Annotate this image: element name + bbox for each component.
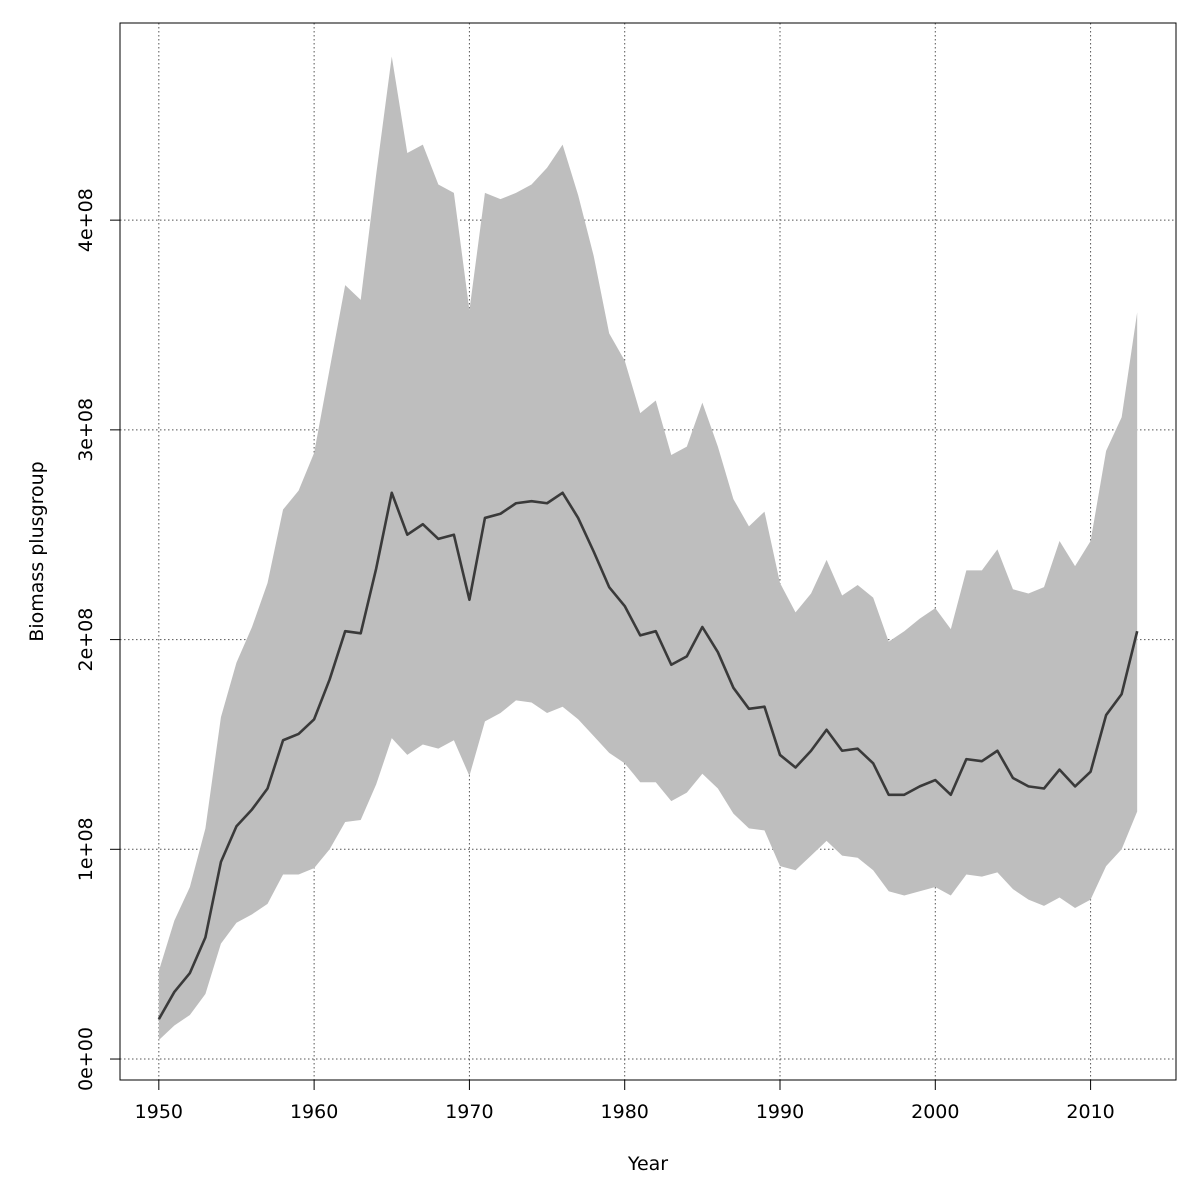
y-axis-title: Biomass plusgroup (26, 461, 48, 641)
y-tick-label: 1e+08 (75, 817, 97, 881)
x-axis: 1950 1960 1970 1980 1990 2000 2010 (135, 1080, 1115, 1123)
y-tick-label: 4e+08 (75, 188, 97, 252)
y-tick-label: 2e+08 (75, 608, 97, 672)
y-tick-label: 0e+00 (75, 1027, 97, 1091)
x-tick-label: 1990 (756, 1101, 804, 1123)
x-tick-label: 1960 (290, 1101, 338, 1123)
x-axis-title: Year (627, 1153, 668, 1175)
y-axis: 0e+00 1e+08 2e+08 3e+08 4e+08 (75, 188, 120, 1091)
x-tick-label: 1970 (445, 1101, 493, 1123)
x-tick-label: 2000 (911, 1101, 959, 1123)
estimate-line (157, 491, 1139, 1020)
x-tick-label: 2010 (1066, 1101, 1114, 1123)
y-tick-label: 3e+08 (75, 398, 97, 462)
x-tick-label: 1980 (601, 1101, 649, 1123)
plot-frame (119, 22, 1177, 1081)
x-tick-label: 1950 (135, 1101, 183, 1123)
